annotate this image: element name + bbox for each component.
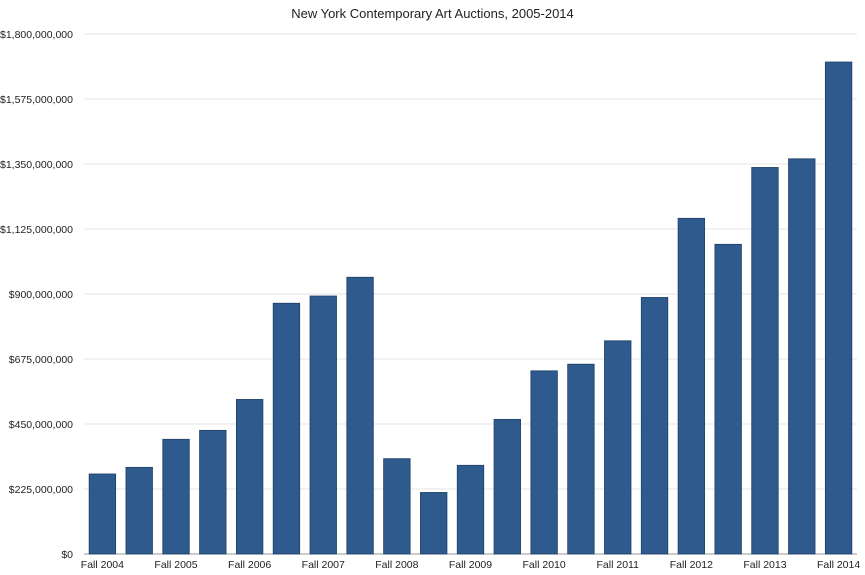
y-tick-label: $450,000,000 xyxy=(9,419,73,431)
bar xyxy=(788,158,816,555)
x-tick-label: Fall 2007 xyxy=(302,559,345,571)
y-tick-label: $225,000,000 xyxy=(9,484,73,496)
bar xyxy=(309,295,337,555)
bar xyxy=(162,438,190,555)
x-tick-label: Fall 2005 xyxy=(154,559,197,571)
y-tick-label: $1,800,000,000 xyxy=(0,29,73,41)
y-tick-label: $1,350,000,000 xyxy=(0,159,73,171)
bar xyxy=(640,297,669,555)
bar xyxy=(125,466,153,555)
x-tick-label: Fall 2014 xyxy=(817,559,860,571)
bar xyxy=(235,399,264,555)
x-tick-label: Fall 2009 xyxy=(449,559,492,571)
bar xyxy=(420,492,448,555)
bar xyxy=(714,243,742,555)
x-tick-label: Fall 2012 xyxy=(670,559,713,571)
bar xyxy=(199,429,227,555)
y-tick-label: $1,125,000,000 xyxy=(0,224,73,236)
bar xyxy=(88,473,117,555)
y-tick-label: $900,000,000 xyxy=(9,289,73,301)
bar xyxy=(346,276,374,555)
x-tick-label: Fall 2008 xyxy=(375,559,418,571)
bar xyxy=(530,370,558,555)
bar xyxy=(751,167,779,555)
bar xyxy=(824,61,853,555)
bar xyxy=(272,302,301,555)
y-tick-label: $1,575,000,000 xyxy=(0,94,73,106)
y-tick-label: $675,000,000 xyxy=(9,354,73,366)
bar xyxy=(604,340,632,555)
bar xyxy=(677,217,706,555)
bar xyxy=(493,418,521,555)
bar xyxy=(383,458,411,555)
x-tick-label: Fall 2010 xyxy=(523,559,566,571)
chart-title: New York Contemporary Art Auctions, 2005… xyxy=(291,6,574,21)
x-tick-label: Fall 2011 xyxy=(597,559,640,571)
bar xyxy=(456,464,485,555)
y-tick-label: $0 xyxy=(61,549,73,561)
x-tick-label: Fall 2004 xyxy=(81,559,124,571)
x-tick-label: Fall 2006 xyxy=(228,559,271,571)
bar xyxy=(567,363,595,555)
x-tick-label: Fall 2013 xyxy=(743,559,786,571)
